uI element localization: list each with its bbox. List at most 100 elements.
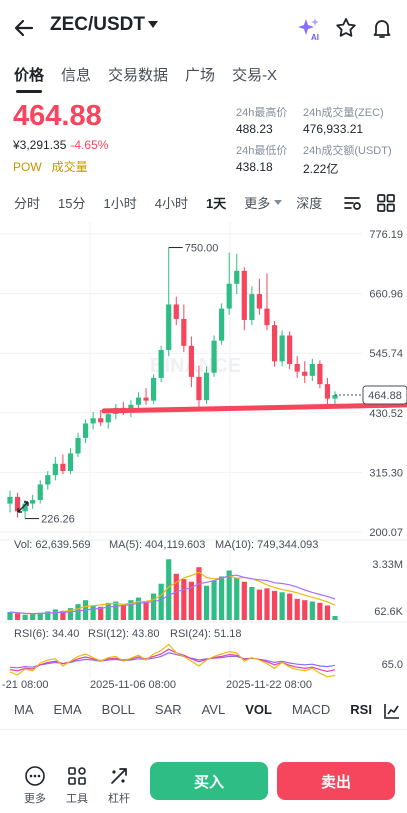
last-price-tag-label: 464.88: [368, 390, 402, 402]
candle-body: [105, 414, 111, 423]
candle-body: [151, 377, 157, 401]
last-price-tag: [362, 385, 407, 405]
volume-tick-label: 62.6K: [374, 606, 403, 618]
bell-notification-icon[interactable]: [370, 16, 394, 40]
volume-bar: [45, 611, 51, 620]
layout-grid-icon[interactable]: [376, 193, 396, 213]
candle-body: [271, 325, 278, 362]
volume-bar: [181, 579, 187, 620]
more-menu-button[interactable]: 更多: [15, 765, 55, 806]
candle-body: [67, 453, 74, 472]
interval-line[interactable]: 分时: [14, 196, 41, 211]
tab-trade-x[interactable]: 交易-X: [232, 66, 278, 84]
tab-trading-data[interactable]: 交易数据: [108, 66, 169, 84]
stat-value: 488.23: [236, 122, 273, 136]
min-price-label: 226.26: [41, 514, 75, 526]
tag-volume[interactable]: 成交量: [51, 160, 88, 174]
volume-bar: [309, 601, 315, 620]
candle-body: [7, 496, 13, 504]
candle-body: [188, 345, 194, 377]
candle-body: [211, 340, 217, 373]
volume-bar: [324, 605, 331, 620]
ma10-line: [9, 574, 336, 615]
ma5-line: [9, 571, 336, 615]
tools-button[interactable]: 工具: [57, 765, 97, 806]
candle-body: [30, 499, 36, 504]
indicator-settings-icon[interactable]: [383, 702, 401, 720]
candle-body: [241, 270, 247, 320]
tab-info[interactable]: 信息: [61, 66, 92, 84]
expand-icon-path: [17, 501, 29, 513]
price-cny: ¥3,291.35: [13, 138, 67, 152]
y-tick-label: 776.19: [369, 229, 403, 241]
back-arrow-icon[interactable]: [10, 14, 38, 42]
candle-body: [317, 363, 323, 385]
tag-pow[interactable]: POW: [13, 159, 42, 174]
indicator-boll[interactable]: BOLL: [101, 702, 135, 717]
stat-value: 438.18: [236, 160, 273, 174]
candle-body: [256, 294, 263, 309]
interval-1d[interactable]: 1天: [205, 196, 227, 211]
rsi-tick-label: 65.0: [382, 659, 403, 671]
interval-1h[interactable]: 1小时: [103, 196, 137, 211]
rsi6-label: RSI(6): 34.40: [14, 628, 79, 640]
volume-bar: [241, 581, 247, 620]
volume-bar: [30, 614, 36, 620]
stat-value: 2.22亿: [303, 162, 339, 176]
chevron-down-icon[interactable]: [148, 21, 158, 28]
stat-24h-low: 24h最低价 438.18: [236, 142, 287, 174]
leverage-button[interactable]: 杠杆: [99, 765, 139, 806]
indicator-avl[interactable]: AVL: [201, 702, 226, 717]
y-tick-label: 200.07: [369, 527, 403, 539]
indicator-ma[interactable]: MA: [14, 702, 34, 717]
volume-tick-label: 3.33M: [372, 559, 403, 571]
interval-4h[interactable]: 4小时: [154, 196, 188, 211]
indicator-ema[interactable]: EMA: [53, 702, 82, 717]
indicator-vol[interactable]: VOL: [245, 702, 272, 717]
tools-grid-icon: [68, 767, 86, 785]
interval-selector: 分时 15分 1小时 4小时 1天 更多 深度: [14, 193, 340, 212]
buy-button[interactable]: 买入: [150, 762, 268, 800]
interval-15m[interactable]: 15分: [58, 196, 86, 211]
volume-bar: [219, 576, 225, 620]
star-favorite-icon[interactable]: [334, 16, 358, 40]
price-subline: ¥3,291.35 -4.65%: [13, 138, 108, 152]
more-caret-icon[interactable]: [274, 200, 283, 205]
candle-body: [143, 397, 149, 401]
volume-bar: [332, 616, 338, 620]
indicator-sar[interactable]: SAR: [154, 702, 182, 717]
kline-chart[interactable]: BINANCE 776.19 660.96 545.74 430.52 315.30 200…: [0, 222, 407, 690]
leverage-icon: [111, 768, 127, 784]
ai-sparkle-icon[interactable]: AI: [297, 16, 321, 42]
volume-bar: [113, 601, 119, 620]
volume-bar: [279, 592, 285, 620]
volume-bar: [151, 593, 157, 620]
interval-depth[interactable]: 深度: [296, 196, 323, 211]
y-tick-label: 430.52: [369, 408, 403, 420]
tab-price[interactable]: 价格: [14, 64, 44, 93]
candle-body: [166, 304, 172, 350]
indicator-rsi[interactable]: RSI: [350, 702, 372, 717]
candle-body: [226, 283, 232, 309]
drawn-support-line: [101, 402, 407, 414]
tab-square[interactable]: 广场: [185, 66, 216, 84]
x-tick-label: 2025-11-06 08:00: [90, 679, 176, 690]
volume-bar: [302, 600, 308, 620]
indicator-macd[interactable]: MACD: [292, 702, 331, 717]
volume-bar: [75, 604, 81, 620]
candle-body: [196, 376, 202, 401]
drawing-tools-icon[interactable]: [342, 193, 362, 213]
x-tick-label: -21 08:00: [2, 679, 48, 690]
trading-pair-title[interactable]: ZEC/USDT: [50, 14, 145, 35]
interval-more[interactable]: 更多: [244, 196, 271, 211]
divider: [0, 729, 407, 730]
stat-24h-high: 24h最高价 488.23: [236, 104, 287, 136]
volume-bar: [188, 581, 194, 620]
sell-button[interactable]: 卖出: [277, 762, 395, 800]
rsi24-label: RSI(24): 51.18: [170, 628, 242, 640]
candle-body: [249, 294, 255, 320]
volume-bar: [271, 590, 278, 620]
ma5-label: MA(5): 404,119.603: [109, 539, 205, 551]
candle-body: [203, 372, 210, 401]
volume-bar: [173, 573, 179, 620]
